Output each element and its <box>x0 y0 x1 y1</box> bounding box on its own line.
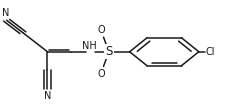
Text: N: N <box>44 91 51 101</box>
Text: O: O <box>98 69 106 79</box>
Text: S: S <box>105 45 113 58</box>
Text: NH: NH <box>82 41 96 51</box>
Text: N: N <box>2 7 9 17</box>
Text: O: O <box>98 25 106 35</box>
Text: Cl: Cl <box>205 47 215 57</box>
